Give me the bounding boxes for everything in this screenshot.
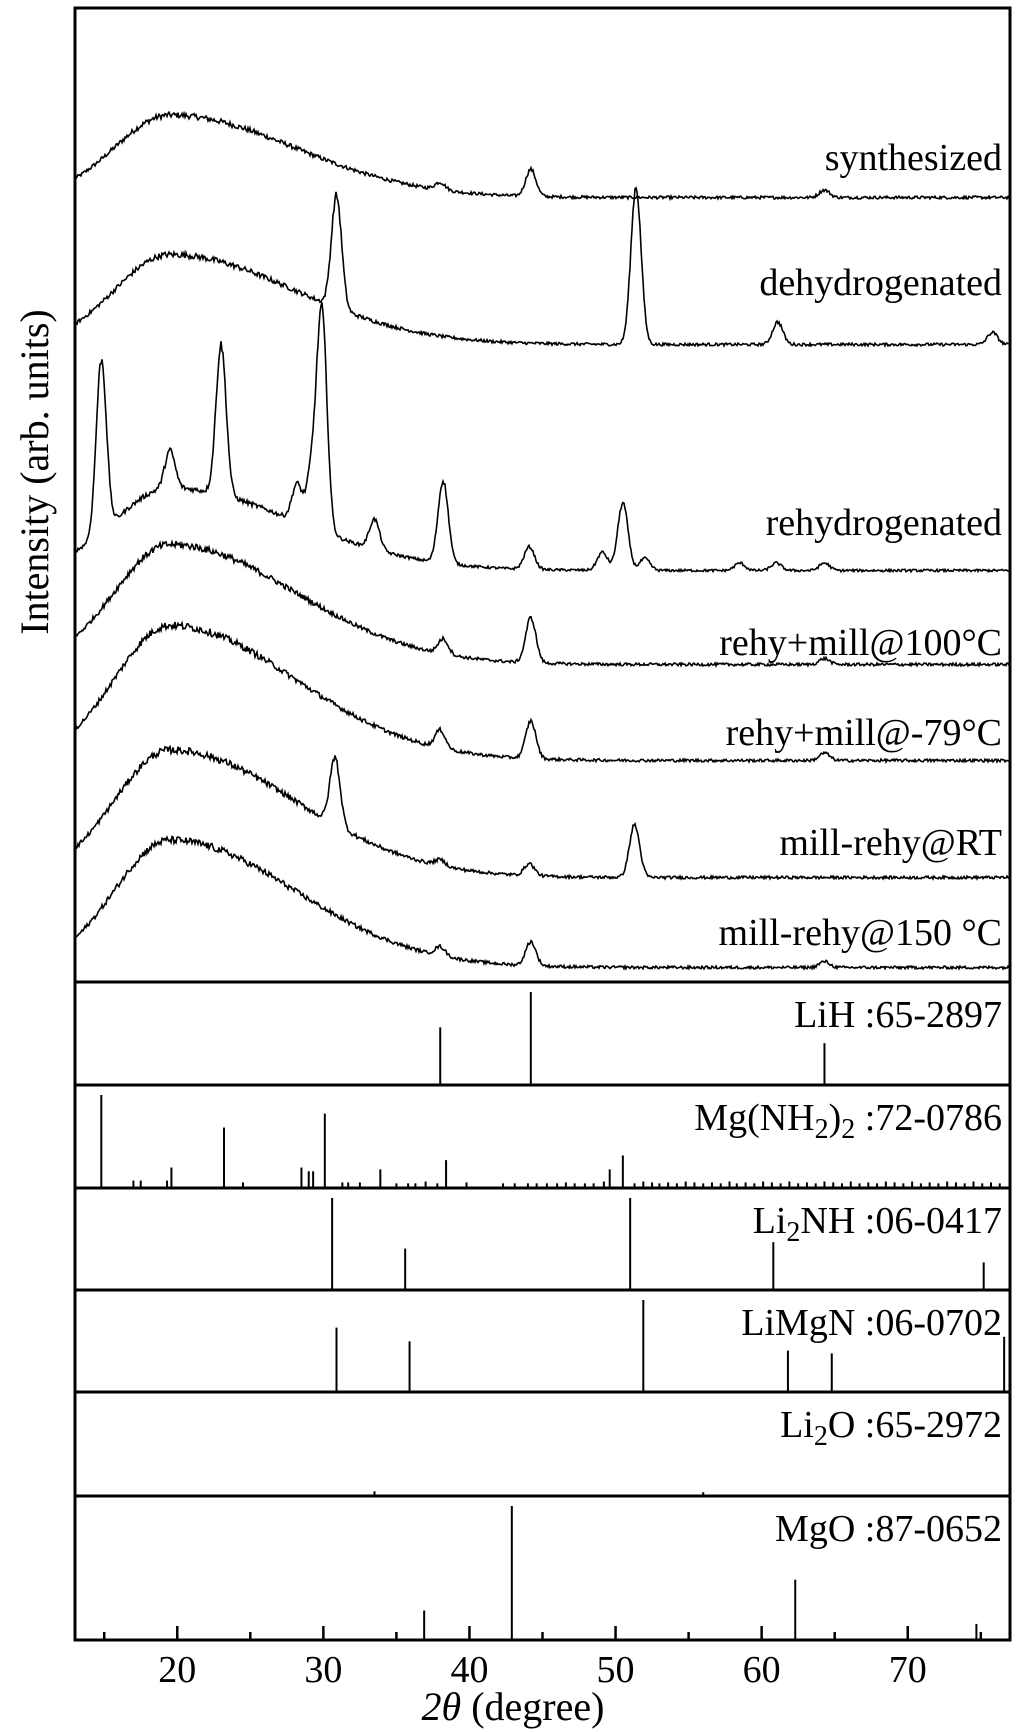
reference-label-part: LiH :65-2897 <box>794 994 1002 1036</box>
series-label: mill-rehy@RT <box>779 822 1002 864</box>
x-tick-label: 20 <box>158 1649 196 1691</box>
reference-label-part: 2 <box>814 1421 828 1452</box>
reference-label-part: 2 <box>786 1217 800 1248</box>
series-label: mill-rehy@150 °C <box>719 912 1002 954</box>
x-tick-label: 60 <box>743 1649 781 1691</box>
series-label: dehydrogenated <box>759 262 1002 304</box>
x-tick-label: 50 <box>597 1649 635 1691</box>
reference-label: Li2NH :06-0417 <box>753 1200 1002 1248</box>
x-axis-unit: (degree) <box>471 1684 604 1729</box>
xrd-pattern-line <box>74 538 1011 669</box>
reference-label-part: MgO :87-0652 <box>775 1508 1002 1550</box>
x-tick-label: 40 <box>450 1649 488 1691</box>
xrd-pattern-line <box>74 620 1011 765</box>
reference-label-part: NH :06-0417 <box>800 1200 1002 1242</box>
reference-label-part: 2 <box>841 1114 855 1145</box>
reference-label-part: Mg(NH <box>694 1097 814 1139</box>
reference-label-part: O :65-2972 <box>828 1404 1002 1446</box>
x-axis: 20 30 40 50 60 70 <box>102 1626 983 1691</box>
y-axis-label: Intensity (arb. units) <box>12 309 57 635</box>
reference-label-part: 2 <box>815 1114 829 1145</box>
xrd-pattern-line <box>74 744 1011 881</box>
x-tick-label: 70 <box>889 1649 927 1691</box>
x-tick-label: 30 <box>304 1649 342 1691</box>
xrd-pattern-line <box>74 110 1011 202</box>
series-label: rehy+mill@-79°C <box>726 712 1002 754</box>
reference-label-part: Li <box>780 1404 814 1446</box>
x-axis-symbol: 2θ <box>422 1684 462 1729</box>
reference-label: MgO :87-0652 <box>775 1508 1002 1550</box>
panel-frames <box>73 6 1012 1642</box>
series-label: synthesized <box>825 137 1002 179</box>
series-label: rehydrogenated <box>766 502 1002 544</box>
reference-label-part: Li <box>753 1200 787 1242</box>
reference-label-part: ) <box>829 1097 842 1139</box>
series-label: rehy+mill@100°C <box>719 622 1002 664</box>
xrd-pattern-line <box>74 186 1011 348</box>
reference-label: LiH :65-2897 <box>794 994 1002 1036</box>
reference-label-part: LiMgN :06-0702 <box>741 1302 1002 1344</box>
xrd-pattern-line <box>74 302 1011 574</box>
reference-label: Li2O :65-2972 <box>780 1404 1002 1452</box>
xrd-pattern-line <box>74 835 1011 971</box>
reference-label: LiMgN :06-0702 <box>741 1302 1002 1344</box>
x-axis-label: 2θ (degree) <box>422 1684 605 1729</box>
reference-label-part: :72-0786 <box>855 1097 1002 1139</box>
xrd-patterns: synthesized dehydrogenated rehydrogenated r… <box>74 110 1011 971</box>
reference-label: Mg(NH2)2 :72-0786 <box>694 1097 1002 1145</box>
